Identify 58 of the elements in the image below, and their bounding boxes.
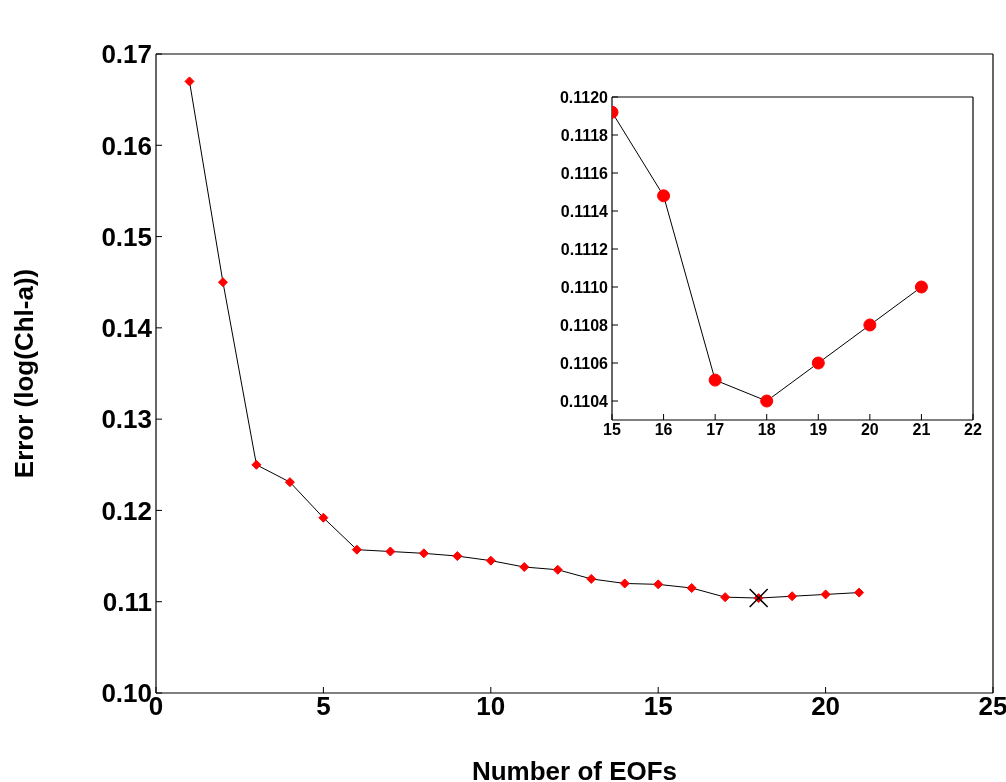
y-tick-label: 0.1106 [559, 354, 609, 372]
point [760, 394, 774, 408]
y-tick-label: 0.1114 [560, 202, 609, 220]
y-tick-label: 0.17 [101, 39, 152, 70]
y-tick-label: 0.16 [101, 130, 152, 161]
point [184, 76, 195, 87]
point [686, 583, 697, 594]
point [914, 280, 928, 294]
point [251, 459, 262, 470]
y-axis-title: Error (log(Chl-a)) [9, 268, 40, 479]
point [318, 512, 329, 523]
point [452, 551, 463, 562]
y-tick-label: 0.12 [101, 495, 152, 526]
x-tick-label: 17 [706, 421, 725, 439]
point [787, 591, 798, 602]
point [748, 588, 769, 608]
x-tick-label: 20 [811, 691, 841, 722]
point [653, 579, 664, 590]
point [485, 555, 496, 566]
x-tick-label: 10 [476, 691, 506, 722]
point [708, 373, 722, 387]
x-tick-label: 20 [860, 421, 879, 439]
y-tick-label: 0.1120 [559, 88, 609, 106]
point [863, 318, 877, 332]
point [217, 277, 228, 288]
x-tick-label: 15 [603, 421, 621, 439]
point [385, 546, 396, 557]
point [820, 589, 831, 600]
y-tick-label: 0.1116 [560, 164, 609, 182]
point [351, 544, 362, 555]
y-tick-label: 0.1112 [560, 240, 609, 258]
x-tick-label: 18 [757, 421, 776, 439]
point [619, 578, 630, 589]
x-tick-label: 21 [912, 421, 931, 439]
point [854, 587, 865, 598]
y-tick-label: 0.15 [101, 221, 152, 252]
y-tick-label: 0.1118 [560, 126, 609, 144]
point [519, 562, 530, 573]
point [811, 356, 825, 370]
y-tick-label: 0.1110 [560, 278, 609, 296]
x-tick-label: 22 [964, 421, 982, 439]
point [284, 477, 295, 488]
point [586, 573, 597, 584]
x-tick-label: 19 [809, 421, 828, 439]
y-tick-label: 0.1108 [559, 316, 609, 334]
point [418, 548, 429, 559]
y-tick-label: 0.1104 [559, 392, 609, 410]
point [720, 592, 731, 603]
point [657, 189, 671, 203]
y-tick-label: 0.14 [101, 313, 153, 344]
x-axis-title: Number of EOFs [471, 756, 678, 782]
x-tick-label: 25 [978, 691, 1006, 722]
y-tick-label: 0.13 [101, 404, 152, 435]
x-tick-label: 5 [316, 691, 331, 722]
x-tick-label: 16 [654, 421, 673, 439]
y-tick-label: 0.11 [102, 586, 152, 617]
x-tick-label: 15 [643, 691, 673, 722]
point [552, 564, 563, 575]
